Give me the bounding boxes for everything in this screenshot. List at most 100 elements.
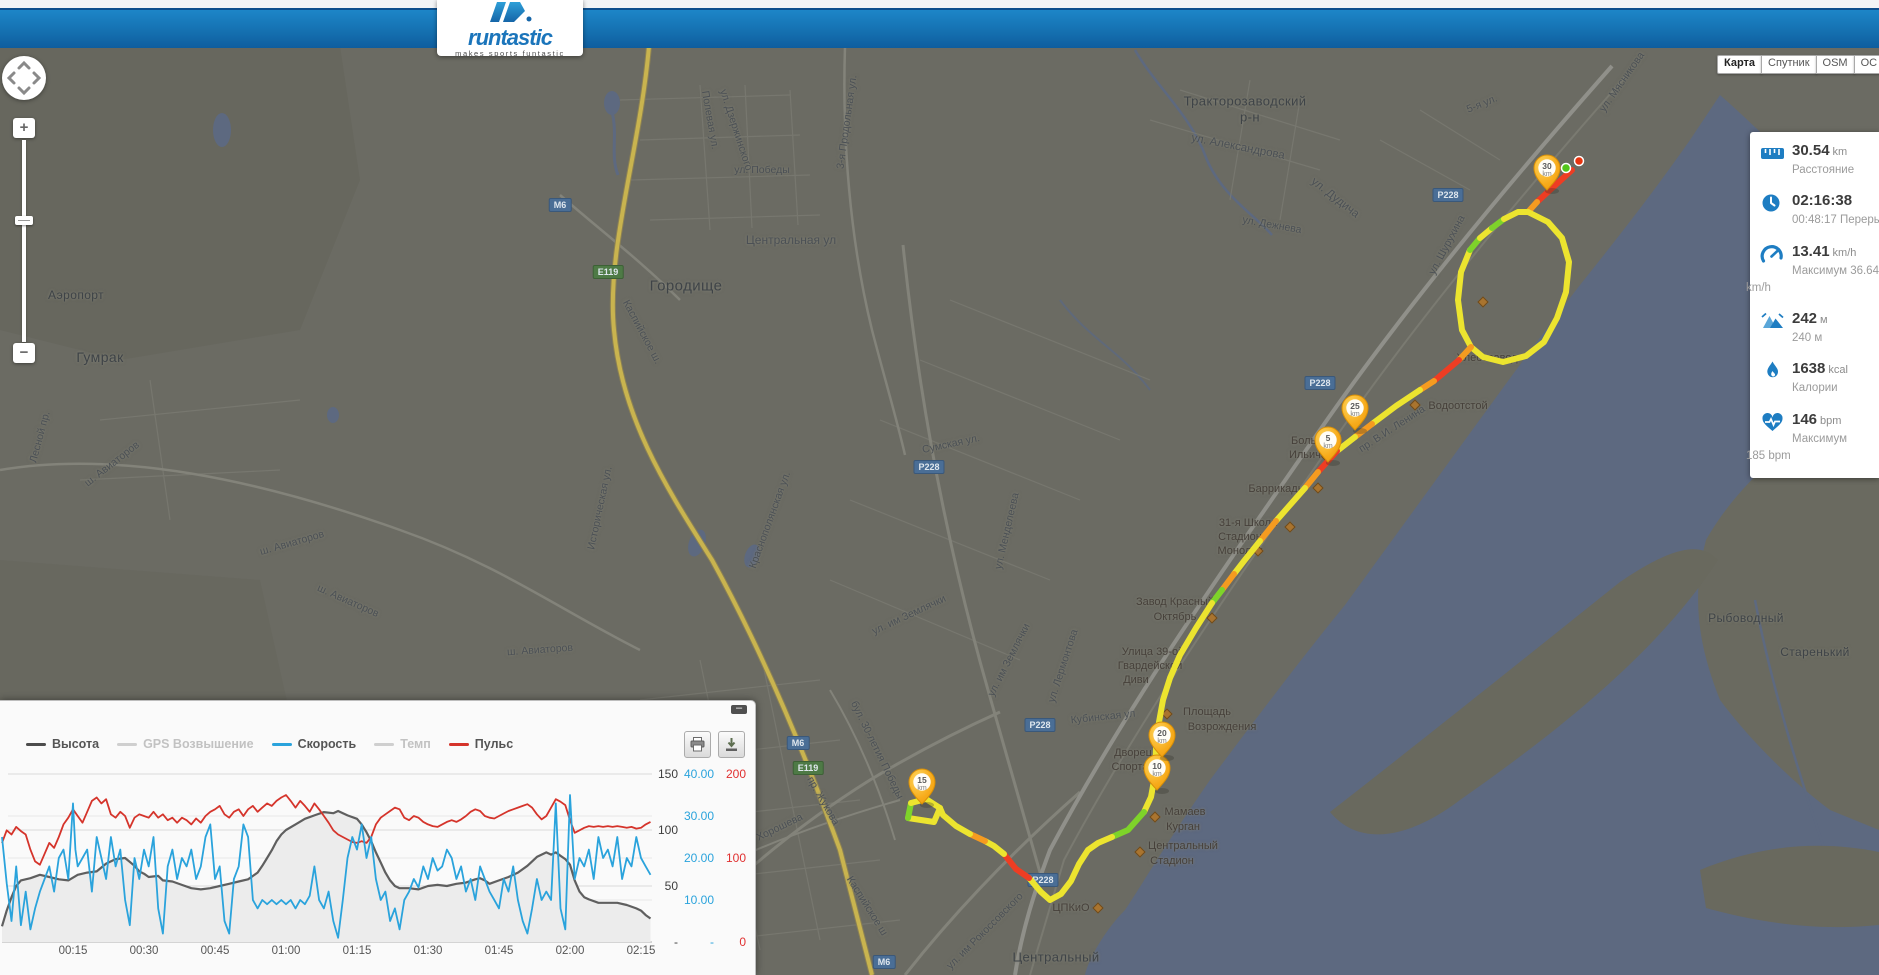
stat-unit: м: [1820, 314, 1828, 326]
map-label: ЦПКиО: [1052, 902, 1090, 914]
map-label: Центральный: [1012, 949, 1100, 965]
zoom-slider-track[interactable]: [22, 140, 26, 342]
map-type-oc[interactable]: OC: [1853, 55, 1879, 74]
x-axis-tick: 01:45: [485, 945, 514, 957]
chart-actions: [684, 731, 745, 758]
km-marker-bubble: [1538, 159, 1556, 177]
stat-unit: kcal: [1828, 364, 1848, 377]
gauge-icon: [1760, 243, 1785, 265]
printer-icon: [690, 737, 705, 752]
route-segment: [937, 805, 973, 837]
map-label: Рыбоводный: [1708, 611, 1784, 625]
km-marker-unit: km: [917, 785, 927, 792]
x-axis-tick: 02:15: [627, 945, 656, 957]
axis-tick-spd: 30.00: [684, 809, 714, 823]
axis-tick-spd: 20.00: [684, 851, 714, 865]
stat-subtitle: 240 м: [1792, 332, 1823, 344]
chart-legend: Высота GPS Возвышение Скорость Темп Пульс: [26, 737, 513, 751]
map-label: Площадь: [1183, 706, 1231, 718]
axis-tick-spd: 10.00: [684, 893, 714, 907]
road-badge: P228: [1024, 718, 1056, 732]
elevation-area: [2, 811, 651, 942]
end-dot: [1573, 155, 1585, 167]
route-segment: [1231, 538, 1263, 577]
map-label: Старенький: [1780, 645, 1850, 659]
map-label: ул. Победы: [734, 164, 790, 176]
km-marker-bubble: [1148, 759, 1166, 777]
km-marker-unit: km: [1152, 771, 1162, 778]
road-badge: E119: [592, 265, 624, 279]
legend-label: Скорость: [297, 737, 357, 751]
road-badge: М6: [872, 955, 896, 969]
x-axis-tick: 01:00: [272, 945, 301, 957]
map-label: Центральный: [1148, 840, 1218, 852]
map-label: Улица 39-ой: [1121, 646, 1185, 658]
flame-icon: [1760, 360, 1785, 382]
stat-row: 02:16:38 00:48:17 Перерыв: [1758, 192, 1879, 229]
runtastic-logo[interactable]: runtastic makes sports funtastic: [437, 0, 583, 58]
map-type-switcher: Карта Спутник OSM OC: [1717, 55, 1879, 74]
stat-unit: bpm: [1820, 414, 1842, 427]
stat-value: 13.41 km/h: [1792, 242, 1857, 260]
legend-item-пульс[interactable]: Пульс: [448, 737, 513, 751]
zoom-in-button[interactable]: +: [13, 118, 35, 138]
x-axis-tick: 01:15: [343, 945, 372, 957]
legend-label: Темп: [400, 737, 431, 751]
axis-tick-hr: 0: [739, 935, 746, 949]
download-button[interactable]: [718, 731, 745, 758]
km-marker-number: 15: [917, 775, 927, 785]
x-axis-tick: 01:30: [414, 945, 443, 957]
km-marker-bubble: [1346, 399, 1364, 417]
ruler-icon: [1760, 142, 1785, 164]
map-label: Спорта: [1111, 761, 1149, 773]
legend-item-gps-возвышение[interactable]: GPS Возвышение: [117, 737, 254, 751]
km-marker[interactable]: 5km: [1314, 426, 1342, 466]
road-badge: М6: [548, 198, 572, 212]
stat-value: 1638 kcal: [1792, 360, 1848, 378]
logo-title: runtastic: [468, 25, 553, 50]
map-type-osm[interactable]: OSM: [1815, 55, 1855, 74]
km-marker-unit: km: [1323, 443, 1333, 450]
axis-tick-alt: 50: [665, 879, 679, 893]
x-axis-tick: 02:00: [556, 945, 585, 957]
map-label: Курган: [1166, 821, 1200, 833]
map-label: Ильича: [1288, 449, 1328, 461]
route-segment: [1501, 209, 1531, 222]
zoom-out-button[interactable]: −: [13, 343, 35, 363]
map-type-спутник[interactable]: Спутник: [1761, 55, 1817, 74]
axis-tick-alt: 150: [658, 767, 678, 781]
axis-tick-alt: -: [674, 935, 678, 949]
stat-subtitle: 00:48:17 Перерыв: [1792, 214, 1879, 227]
map-type-карта[interactable]: Карта: [1717, 55, 1763, 74]
km-marker-number: 20: [1157, 728, 1167, 738]
legend-item-скорость[interactable]: Скорость: [271, 737, 357, 751]
stat-row: 146 bpm Максимум 185 bpm: [1746, 411, 1879, 466]
legend-item-высота[interactable]: Высота: [26, 737, 99, 751]
km-marker-unit: km: [1350, 411, 1360, 418]
legend-item-темп[interactable]: Темп: [374, 737, 431, 751]
map-label: Городище: [649, 277, 723, 295]
chart-collapse-button[interactable]: –: [731, 703, 747, 714]
axis-tick-hr: 200: [726, 767, 746, 781]
map-pan-control[interactable]: [2, 56, 46, 100]
x-axis-tick: 00:30: [130, 945, 159, 957]
route-segment: [1455, 247, 1474, 350]
zoom-slider-handle[interactable]: [15, 216, 33, 225]
road-badge: P228: [1304, 376, 1336, 390]
stat-row: 30.54 km Расстояние: [1758, 142, 1879, 179]
chart-plot: 150 100 50 - 40.00 30.00 20.00 10.00 - 200 100 0 00:…: [0, 767, 746, 957]
route-segment: [982, 838, 1007, 857]
print-button[interactable]: [684, 731, 711, 758]
km-marker-number: 30: [1542, 161, 1552, 171]
map-label: Завод Красный: [1135, 596, 1215, 608]
route-segment: [1109, 809, 1147, 840]
legend-label: Высота: [52, 737, 100, 751]
clock-icon: [1760, 192, 1785, 214]
